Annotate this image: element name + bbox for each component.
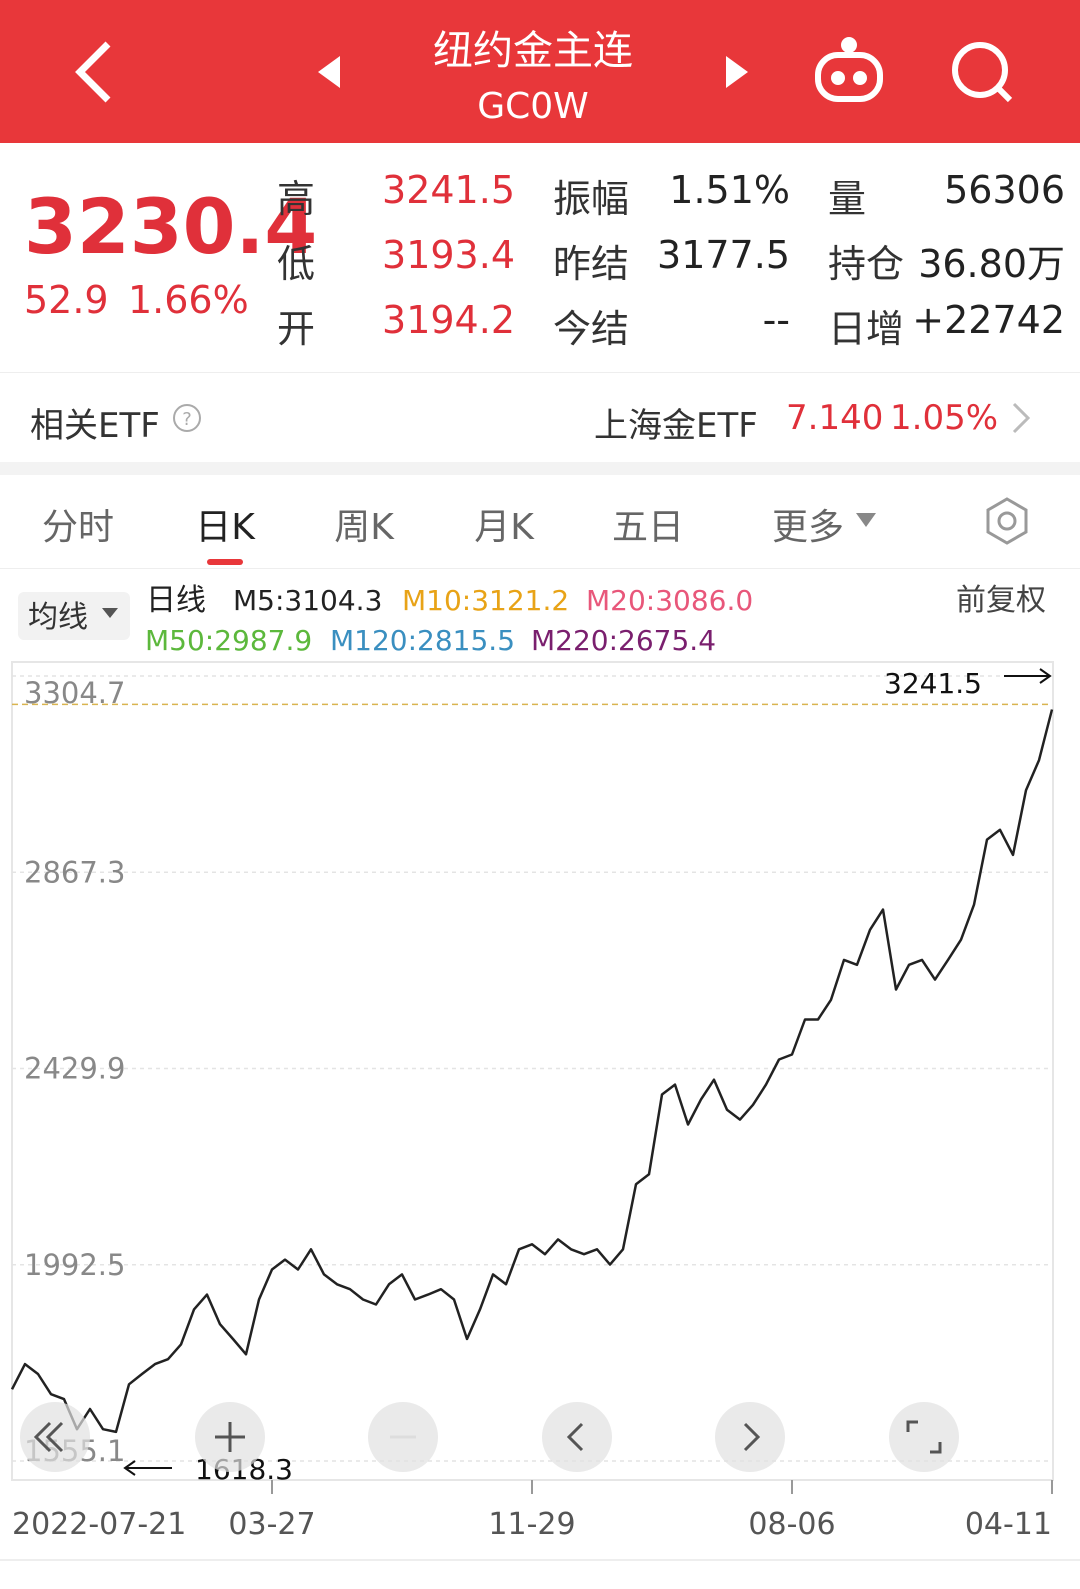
tab[interactable]: 月K (474, 507, 534, 548)
code: GC0W (477, 86, 589, 127)
x-tick-label: 2022-07-21 (12, 1507, 186, 1542)
stat: 高 (277, 177, 316, 221)
chevron[interactable] (1010, 402, 1032, 434)
x-tick-label: 11-29 (488, 1507, 575, 1542)
price-line (10, 709, 1054, 1434)
change-pct: 1.66% (128, 278, 249, 322)
settings-icon[interactable] (982, 496, 1032, 546)
chart: 均线 日线 前复权 M5:3104.3 M10:3121.2 M20:3086.0 M50:… (0, 583, 1080, 1561)
ma-button[interactable] (18, 592, 130, 640)
indicator: M220:2675.4 (531, 624, 716, 657)
adjust-label: 前复权 (956, 583, 1046, 618)
etf-change: 1.05% (890, 398, 999, 438)
price: 3230.4 (24, 182, 318, 271)
y-tick-label: 1992.5 (24, 1248, 125, 1282)
zoom-button[interactable] (542, 1402, 612, 1472)
y-tick-label: 2429.9 (24, 1052, 125, 1086)
stat: 今结 (553, 307, 630, 351)
stat: 3194.2 (382, 298, 515, 342)
stat: 36.80万 (918, 242, 1065, 286)
stat: -- (762, 298, 790, 342)
stat: 3193.4 (382, 233, 515, 277)
indicator: M10:3121.2 (402, 584, 569, 617)
x-tick-label: 03-27 (228, 1507, 315, 1542)
tab-underline (207, 559, 243, 565)
stat: 持仓 (828, 242, 905, 286)
band (0, 462, 1080, 475)
etf-name[interactable]: 上海金ETF (594, 406, 758, 446)
high-annotation: 3241.5 (884, 667, 982, 700)
prev-icon[interactable] (318, 56, 340, 88)
stat: 低 (277, 242, 316, 286)
x-tick-label: 08-06 (748, 1507, 835, 1542)
back-icon[interactable] (75, 41, 111, 103)
indicator: M20:3086.0 (586, 584, 753, 617)
help-icon[interactable]: ? (171, 402, 203, 434)
zoom-icon (33, 1421, 64, 1453)
stat: 1.51% (669, 168, 790, 212)
caret (102, 608, 118, 618)
divider (0, 568, 1080, 569)
tab[interactable]: 更多 (771, 507, 844, 548)
tab[interactable]: 分时 (41, 507, 114, 548)
indicator: M50:2987.9 (145, 624, 312, 657)
stat: +22742 (912, 298, 1065, 342)
change: 52.9 (24, 278, 109, 322)
tab[interactable]: 周K (334, 507, 394, 548)
stat: 昨结 (553, 242, 630, 286)
indicator: M120:2815.5 (330, 624, 515, 657)
title: 纽约金主连 (433, 28, 633, 74)
tab[interactable]: 五日 (611, 507, 684, 548)
tab[interactable]: 日K (195, 507, 255, 548)
stat: 量 (828, 177, 867, 221)
arrow-head (123, 1460, 136, 1476)
dropdown-caret (856, 513, 876, 527)
indicator: M5:3104.3 (233, 584, 382, 617)
zoom-icon (566, 1422, 584, 1452)
stat: 3241.5 (382, 168, 515, 212)
etf-label: 相关ETF (30, 406, 160, 446)
stat: 日增 (828, 307, 905, 351)
zoom-button[interactable] (20, 1402, 90, 1472)
x-tick-label: 04-11 (965, 1507, 1052, 1542)
zoom-button[interactable] (715, 1402, 785, 1472)
next-icon[interactable] (726, 56, 748, 88)
etf-price: 7.140 (786, 398, 884, 438)
zoom-button[interactable] (889, 1402, 959, 1472)
stat: 56306 (944, 168, 1065, 212)
stat: 开 (277, 307, 316, 351)
ma-button-label: 均线 (28, 600, 88, 635)
mode-label: 日线 (146, 583, 206, 618)
search-icon[interactable] (952, 42, 1013, 103)
zoom-icon (743, 1422, 761, 1452)
arrow-head (1039, 668, 1052, 684)
stat: 振幅 (553, 177, 630, 221)
zoom-icon (215, 1422, 245, 1452)
robot-icon[interactable] (815, 37, 883, 102)
y-tick-label: 2867.3 (24, 855, 125, 889)
stat: 3177.5 (657, 233, 790, 277)
svg-text:?: ? (182, 409, 192, 430)
divider (0, 372, 1080, 373)
header-icons (75, 37, 1013, 103)
zoom-icon (906, 1420, 942, 1454)
header: 纽约金主连 GC0W (0, 0, 1080, 143)
